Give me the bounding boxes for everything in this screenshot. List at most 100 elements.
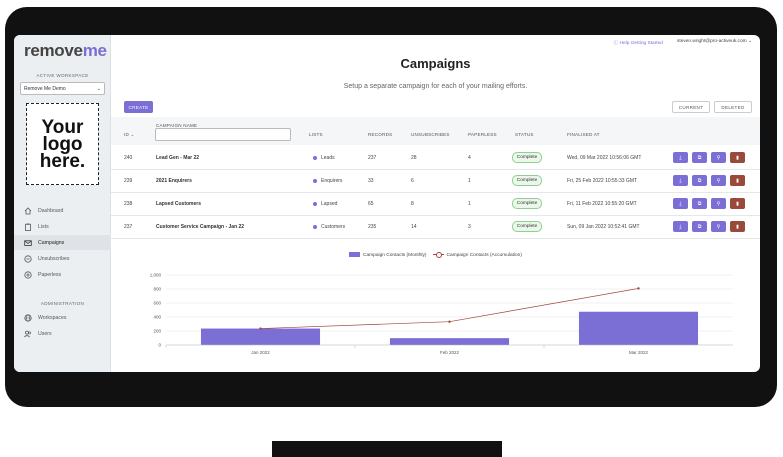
user-menu[interactable]: steven.wright@pro-activeuk.com ⌄ <box>677 39 752 46</box>
legend-swatch-bar <box>349 252 361 257</box>
y-tick-label: 200 <box>153 329 161 334</box>
cell-list-label: Lapsed <box>321 201 338 207</box>
table-row[interactable]: 240 Lead Gen - Mar 22 Leads 237 28 4 Com… <box>111 147 760 170</box>
cell-records: 65 <box>368 201 374 207</box>
cell-id: 238 <box>124 201 133 207</box>
user-email: steven.wright@pro-activeuk.com <box>676 39 747 44</box>
list-dot-icon <box>313 201 317 206</box>
download-button[interactable]: ⤓ <box>673 152 688 163</box>
sidebar-item-dashboard[interactable]: Dashboard <box>14 203 111 218</box>
copy-button[interactable]: ⧉ <box>692 175 707 186</box>
trash-icon: ▮ <box>736 200 739 207</box>
column-header-records: RECORDS <box>368 132 393 137</box>
trash-icon: ▮ <box>736 223 739 230</box>
copy-button[interactable]: ⧉ <box>692 198 707 209</box>
cell-finalised: Fri, 25 Feb 2022 10:55:33 GMT <box>567 178 638 184</box>
create-button[interactable]: CREATE <box>124 101 153 113</box>
cell-list-label: Customers <box>321 224 346 230</box>
workspace-select[interactable]: Remove Me Demo ⌄ <box>20 82 105 95</box>
line-point <box>448 320 451 323</box>
workspace-value: Remove Me Demo <box>24 85 66 92</box>
x-tick-label: Jan 2022 <box>251 350 270 355</box>
download-icon: ⤓ <box>679 200 682 207</box>
table-row[interactable]: 238 Lapsed Customers Lapsed 65 8 1 Compl… <box>111 193 760 216</box>
cell-unsubscribes: 6 <box>411 178 414 184</box>
top-bar: ⓘ Help Getting Started steven.wright@pro… <box>613 39 752 46</box>
x-tick-label: Mar 2022 <box>629 350 649 355</box>
legend-label: Campaign Contacts (Accumulation) <box>446 252 522 258</box>
column-header-label: ID <box>124 132 129 137</box>
current-filter-button[interactable]: CURRENT <box>672 101 710 113</box>
brand-logo[interactable]: removeme <box>24 41 107 61</box>
cell-paperless: 1 <box>468 201 471 207</box>
legend-item-accumulation[interactable]: Campaign Contacts (Accumulation) <box>432 252 522 258</box>
cell-list: Lapsed <box>313 201 337 207</box>
sidebar-item-unsubscribes[interactable]: Unsubscribes <box>14 251 111 266</box>
cell-id: 239 <box>124 178 133 184</box>
copy-icon: ⧉ <box>697 223 702 230</box>
delete-button[interactable]: ▮ <box>730 152 745 163</box>
view-button[interactable]: ⚲ <box>711 221 726 232</box>
x-tick-label: Feb 2022 <box>440 350 460 355</box>
cell-list-label: Leads <box>321 155 335 161</box>
search-icon: ⚲ <box>716 223 721 230</box>
home-icon <box>24 206 32 215</box>
delete-button[interactable]: ▮ <box>730 175 745 186</box>
sidebar-item-lists[interactable]: Lists <box>14 219 111 234</box>
sidebar-item-users[interactable]: Users <box>14 326 111 341</box>
column-header-id[interactable]: ID ⌄ <box>124 132 135 138</box>
sidebar-item-workspaces[interactable]: Workspaces <box>14 310 111 325</box>
copy-button[interactable]: ⧉ <box>692 152 707 163</box>
sidebar-item-label: Users <box>38 330 52 337</box>
cell-paperless: 4 <box>468 155 471 161</box>
legend-label: Campaign Contacts (Monthly) <box>363 252 427 258</box>
view-button[interactable]: ⚲ <box>711 152 726 163</box>
bar <box>578 311 699 345</box>
campaign-name-filter-input[interactable] <box>155 128 291 141</box>
status-badge: Complete <box>512 175 542 186</box>
view-button[interactable]: ⚲ <box>711 198 726 209</box>
globe-icon <box>24 313 32 322</box>
status-badge: Complete <box>512 221 542 232</box>
trash-icon: ▮ <box>736 154 739 161</box>
chart-legend: Campaign Contacts (Monthly) Campaign Con… <box>111 252 760 258</box>
bar <box>389 338 510 345</box>
search-icon: ⚲ <box>716 200 721 207</box>
sidebar-item-label: Unsubscribes <box>38 255 70 262</box>
chevron-down-icon: ⌄ <box>747 39 752 44</box>
minus-circle-icon <box>24 254 32 263</box>
sidebar-item-paperless[interactable]: Paperless <box>14 267 111 282</box>
y-tick-label: 400 <box>153 315 161 320</box>
delete-button[interactable]: ▮ <box>730 221 745 232</box>
sidebar-item-label: Lists <box>38 223 49 230</box>
legend-item-monthly[interactable]: Campaign Contacts (Monthly) <box>349 252 427 258</box>
brand-text: remove <box>24 41 83 60</box>
y-tick-label: 1,000 <box>150 273 162 278</box>
table-row[interactable]: 239 2021 Enquirers Enquirers 33 6 1 Comp… <box>111 170 760 193</box>
sidebar-item-campaigns[interactable]: Campaigns <box>14 235 111 250</box>
bar <box>200 328 321 345</box>
cell-unsubscribes: 28 <box>411 155 417 161</box>
help-link[interactable]: ⓘ Help Getting Started <box>613 41 663 46</box>
cell-campaign-name: Lapsed Customers <box>156 201 202 207</box>
download-button[interactable]: ⤓ <box>673 198 688 209</box>
copy-button[interactable]: ⧉ <box>692 221 707 232</box>
cell-list: Enquirers <box>313 178 342 184</box>
view-button[interactable]: ⚲ <box>711 175 726 186</box>
cell-list: Customers <box>313 224 345 230</box>
cell-campaign-name: Customer Service Campaign - Jan 22 <box>156 224 245 230</box>
download-icon: ⤓ <box>679 177 682 184</box>
cell-unsubscribes: 8 <box>411 201 414 207</box>
logo-line: logo <box>42 133 83 155</box>
main-content: ⓘ Help Getting Started steven.wright@pro… <box>111 35 760 372</box>
list-dot-icon <box>313 224 317 229</box>
download-button[interactable]: ⤓ <box>673 175 688 186</box>
chevron-down-icon: ⌄ <box>130 132 135 137</box>
cell-records: 237 <box>368 155 377 161</box>
table-row[interactable]: 237 Customer Service Campaign - Jan 22 C… <box>111 216 760 239</box>
cell-campaign-name: Lead Gen - Mar 22 <box>156 155 200 161</box>
delete-button[interactable]: ▮ <box>730 198 745 209</box>
download-button[interactable]: ⤓ <box>673 221 688 232</box>
cell-records: 235 <box>368 224 377 230</box>
deleted-filter-button[interactable]: DELETED <box>714 101 752 113</box>
